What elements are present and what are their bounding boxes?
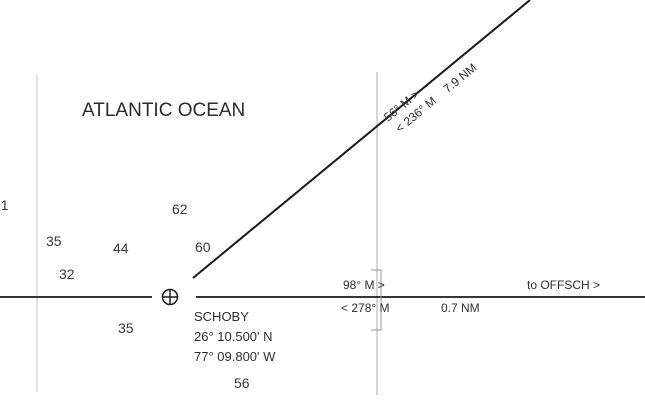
leg-northeast-labels: 56° M > < 236° M 7.9 NM <box>381 61 480 136</box>
circled-plus-icon[interactable] <box>161 288 179 306</box>
sounding-7: 35 <box>118 320 134 336</box>
sounding-3: 35 <box>46 233 62 249</box>
waypoint-name: SCHOBY <box>194 309 249 324</box>
leg-east-bearing-out: 98° M > <box>343 278 385 292</box>
water-label: ATLANTIC OCEAN <box>82 100 245 121</box>
leg-east-destination[interactable]: to OFFSCH > <box>527 278 600 292</box>
waypoint-latitude: 26° 10.500' N <box>194 329 273 344</box>
leg-northeast-distance: 7.9 NM <box>441 61 480 96</box>
leg-east-distance: 0.7 NM <box>441 301 480 315</box>
sounding-6: 32 <box>59 266 75 282</box>
sounding-5: 60 <box>195 239 211 255</box>
bearing-bracket <box>371 269 382 331</box>
waypoint-longitude: 77° 09.800' W <box>194 349 276 364</box>
sounding-8: 56 <box>234 375 250 391</box>
leg-east-bearing-back: < 278° M <box>341 301 390 315</box>
route-line-northeast <box>192 0 531 279</box>
sounding-4: 44 <box>113 240 129 256</box>
sounding-2: 62 <box>172 201 188 217</box>
sounding-1: 61 <box>0 197 9 213</box>
